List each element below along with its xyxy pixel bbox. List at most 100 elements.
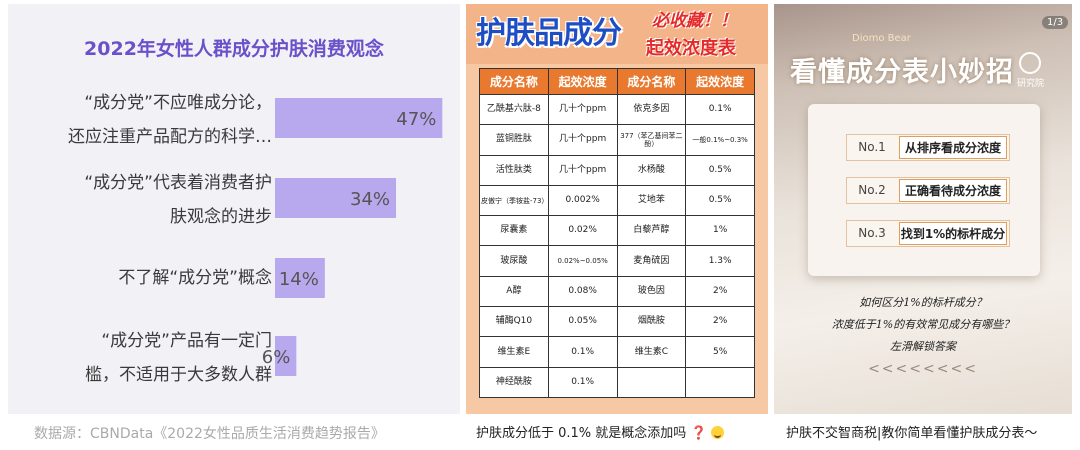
header-effective-concentration: 起效浓度	[547, 68, 618, 95]
bar-chart: 47% 34% 14% 6%	[262, 98, 443, 376]
header-effective-concentration: 起效浓度	[685, 68, 755, 95]
ingredient-name-cell: 蓝铜胜肽	[479, 124, 549, 156]
category-label: “成分党”代表着消费者护	[84, 173, 272, 193]
concentration-cell: 1.3%	[685, 245, 755, 277]
poster-subtitle-table: 起效浓度表	[646, 38, 736, 59]
table-row: 皮傲宁（季铵盐-73） 0.002% 艾地苯 0.5%	[479, 184, 755, 217]
step-number: No.1	[858, 140, 886, 154]
caption-text: 护肤成分低于 0.1% 就是概念添加吗	[476, 426, 687, 441]
chart-panel: 47% 34% 14% 6% 2022年女性人群成分护肤消费观念 “成分党”不应唯成分…	[8, 4, 460, 414]
category-label: 还应注重产品配方的科学…	[68, 127, 272, 147]
ingredient-name-cell: A醇	[479, 275, 549, 308]
concentration-cell: 一般0.1%~0.3%	[685, 124, 755, 156]
chart-title: 2022年女性人群成分护肤消费观念	[84, 38, 384, 60]
ingredient-name-cell: 玻色因	[616, 275, 687, 308]
concentration-cell: 0.05%	[547, 306, 618, 338]
swipe-arrows: <<<<<<<<	[868, 361, 978, 377]
steps-card: No.1 从排序看成分浓度 No.2 正确看待成分浓度 No.3 找到1%的标杆…	[808, 104, 1040, 276]
ingredient-name-cell	[616, 366, 687, 398]
ingredient-name-cell: 白藜芦醇	[616, 215, 687, 247]
ingredient-name-cell: 依克多因	[616, 93, 687, 126]
step-1: No.1 从排序看成分浓度	[846, 134, 1010, 161]
step-2: No.2 正确看待成分浓度	[846, 177, 1010, 204]
seal-label: 研究院	[1017, 79, 1045, 89]
ingredient-name-cell: 377（苯乙基间苯二酚）	[616, 124, 687, 156]
bar	[275, 98, 443, 138]
table-row: 活性肽类 几十个ppm 水杨酸 0.5%	[479, 154, 755, 186]
concentration-cell: 几十个ppm	[547, 93, 618, 126]
concentration-cell: 2%	[685, 306, 755, 338]
ingredient-name-cell: 皮傲宁（季铵盐-73）	[479, 184, 549, 217]
question-line: 浓度低于1%的有效常见成分有哪些？	[831, 318, 1015, 331]
header-ingredient-name: 成分名称	[616, 68, 687, 95]
step-number: No.2	[858, 183, 886, 197]
concentration-cell: 5%	[685, 336, 755, 368]
ingredient-name-cell: 水杨酸	[616, 154, 687, 186]
concentration-cell: 0.1%	[547, 366, 618, 398]
ingredient-name-cell: 尿囊素	[479, 215, 549, 247]
category-label: “成分党”不应唯成分论，	[84, 93, 272, 113]
concentration-cell: 0.1%	[547, 336, 618, 368]
header-ingredient-name: 成分名称	[479, 68, 549, 95]
ingredient-name-cell: 神经酰胺	[479, 366, 549, 398]
concentration-cell: 几十个ppm	[547, 154, 618, 186]
ingredient-name-cell: 辅酶Q10	[479, 306, 549, 338]
table-row: 玻尿酸 0.02%~0.05% 麦角硫因 1.3%	[479, 245, 755, 277]
table-row: 蓝铜胜肽 几十个ppm 377（苯乙基间苯二酚） 一般0.1%~0.3%	[479, 124, 755, 156]
question-line: 如何区分1%的标杆成分？	[859, 296, 987, 309]
poster-title: 护肤品成分	[476, 16, 622, 51]
concentration-cell: 几十个ppm	[547, 124, 618, 156]
step-3: No.3 找到1%的标杆成分	[846, 220, 1010, 247]
ingredient-name-cell: 维生素E	[479, 336, 549, 368]
ingredient-name-cell: 烟酰胺	[616, 306, 687, 338]
ingredient-name-cell: 玻尿酸	[479, 245, 549, 277]
ingredient-table: 成分名称 起效浓度 成分名称 起效浓度 乙酰基六肽-8 几十个ppm 依克多因 0.1…	[479, 68, 755, 398]
brand-name: Diomo Bear	[852, 33, 911, 44]
grinning-sweat-emoji-icon	[710, 426, 724, 439]
ingredient-name-cell: 艾地苯	[616, 184, 687, 217]
concentration-cell: 0.08%	[547, 275, 618, 308]
bar-value-label: 6%	[262, 347, 291, 368]
category-label: 肤观念的进步	[170, 207, 272, 227]
concentration-cell: 0.002%	[547, 184, 618, 217]
poster-subtitle-collect: 必收藏！！	[652, 11, 737, 31]
bar	[275, 178, 397, 218]
step-number: No.3	[858, 226, 886, 240]
bar	[275, 336, 297, 376]
table-row: A醇 0.08% 玻色因 2%	[479, 275, 755, 308]
question-mark-icon: ❓	[690, 426, 707, 441]
table-header-row: 成分名称 起效浓度 成分名称 起效浓度	[479, 68, 755, 95]
table-row: 辅酶Q10 0.05% 烟酰胺 2%	[479, 306, 755, 338]
table-row: 维生素E 0.1% 维生素C 5%	[479, 336, 755, 368]
ingredient-name-cell: 麦角硫因	[616, 245, 687, 277]
ingredient-name-cell: 活性肽类	[479, 154, 549, 186]
post-caption-guide[interactable]: 护肤不交智商税|教你简单看懂护肤成分表～	[786, 426, 1038, 441]
concentration-cell: 0.02%	[547, 215, 618, 247]
bar-value-label: 14%	[279, 269, 319, 290]
step-text: 从排序看成分浓度	[899, 136, 1007, 159]
category-label: “成分党”产品有一定门	[101, 331, 272, 351]
step-text: 找到1%的标杆成分	[899, 222, 1007, 245]
guide-poster[interactable]: 1/3 Diomo Bear 看懂成分表小妙招 研究院 No.1 从排序看成分浓…	[774, 4, 1072, 414]
concentration-cell: 0.02%~0.05%	[547, 245, 618, 277]
bar	[275, 258, 325, 298]
concentration-cell: 0.5%	[685, 184, 755, 217]
source-note: 数据源：CBNData《2022女性品质生活消费趋势报告》	[34, 426, 385, 442]
poster-header	[466, 4, 768, 64]
table-poster[interactable]: 护肤品成分 必收藏！！ 起效浓度表 成分名称 起效浓度 成分名称 起效浓度 乙酰…	[466, 4, 768, 414]
bar-value-label: 34%	[350, 189, 390, 210]
post-caption-table[interactable]: 护肤成分低于 0.1% 就是概念添加吗 ❓	[476, 422, 724, 441]
guide-title: 看懂成分表小妙招	[790, 57, 1014, 88]
bar-value-label: 47%	[396, 109, 436, 130]
table-row: 尿囊素 0.02% 白藜芦醇 1%	[479, 215, 755, 247]
concentration-cell	[685, 366, 755, 398]
concentration-cell: 2%	[685, 275, 755, 308]
concentration-cell: 1%	[685, 215, 755, 247]
concentration-cell: 0.1%	[685, 93, 755, 126]
step-text: 正确看待成分浓度	[899, 179, 1007, 202]
question-line: 左滑解锁答案	[890, 340, 956, 353]
seal-icon	[1019, 52, 1041, 74]
concentration-cell: 0.5%	[685, 154, 755, 186]
table-row: 神经酰胺 0.1%	[479, 366, 755, 398]
category-label: 槛，不适用于大多数人群	[85, 365, 272, 385]
